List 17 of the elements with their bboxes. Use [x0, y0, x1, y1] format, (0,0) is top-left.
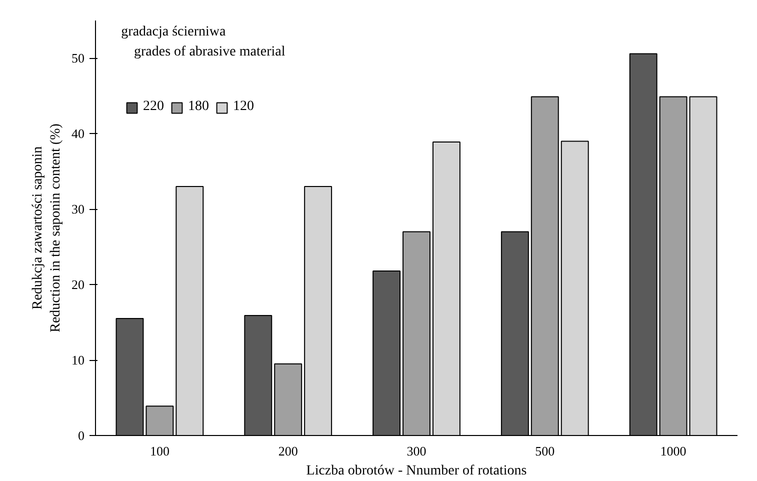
legend-label: 220 — [143, 99, 164, 115]
x-axis-title: Liczba obrotów - Nnumber of rotations — [306, 464, 527, 478]
x-tick-label: 300 — [406, 444, 426, 458]
y-tick-label: 0 — [78, 428, 84, 443]
x-tick-label: 500 — [535, 444, 555, 458]
x-tick-label: 100 — [150, 444, 170, 458]
y-tick-label: 30 — [72, 202, 84, 217]
y-tick-label: 40 — [72, 126, 84, 142]
y-tick-label: 20 — [72, 277, 84, 292]
x-tick-label: 200 — [278, 444, 298, 458]
legend-label: 180 — [188, 99, 209, 115]
y-axis-title: Redukcja zawartości saponin Reduction in the saponin content (%) — [30, 123, 64, 332]
x-tick-label: 1000 — [660, 444, 686, 458]
legend-label: 120 — [233, 99, 254, 115]
y-tick-label: 50 — [72, 50, 84, 66]
legend-title: gradacja ścierniwa grades of abrasive material — [121, 24, 286, 60]
y-tick-label: 10 — [72, 352, 84, 368]
